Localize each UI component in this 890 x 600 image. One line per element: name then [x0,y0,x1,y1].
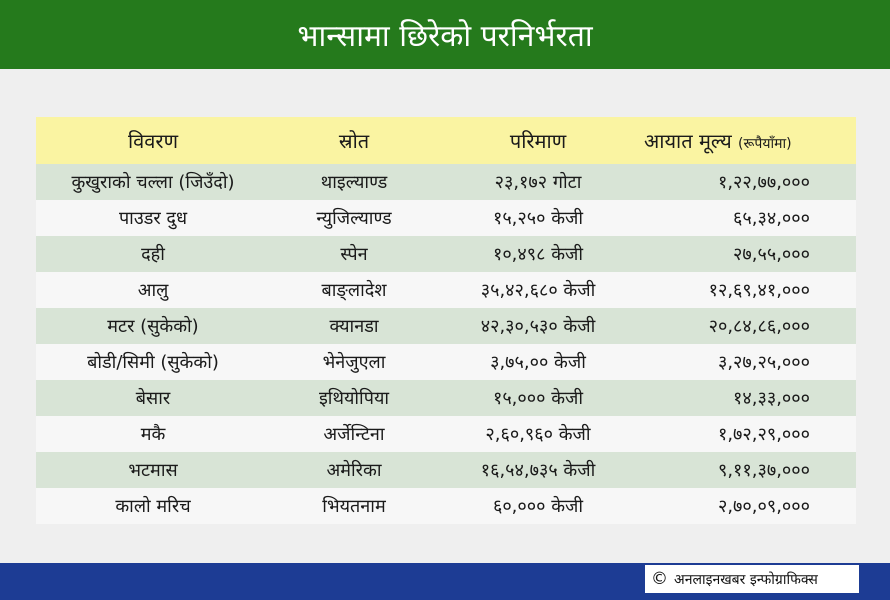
header-value: आयात मूल्य (रूपैयाँमा) [638,127,856,154]
cell-quantity: १५,००० केजी [492,388,584,409]
page-title: भान्सामा छिरेको परनिर्भरता [297,19,593,54]
header-item: विवरण [127,129,179,153]
cell-source: बाङ्लादेश [321,280,387,301]
cell-quantity: २,६०,९६० केजी [485,424,591,445]
cell-source: न्युजिल्याण्ड [316,208,392,229]
cell-source: क्यानडा [329,316,379,337]
cell-source: भेनेजुएला [322,352,386,373]
table-row: दही स्पेन १०,४९८ केजी २७,५५,००० [36,236,856,272]
import-table: विवरण स्रोत परिमाण आयात मूल्य (रूपैयाँमा… [36,117,856,524]
cell-source: अर्जेन्टिना [323,424,385,445]
table-row: बोडी/सिमी (सुकेको) भेनेजुएला ३,७५,०० केज… [36,344,856,380]
cell-value: २७,५५,००० [733,244,810,265]
cell-quantity: १६,५४,७३५ केजी [480,460,596,481]
table-row: आलु बाङ्लादेश ३५,४२,६८० केजी १२,६९,४१,००… [36,272,856,308]
table-row: कालो मरिच भियतनाम ६०,००० केजी २,७०,०९,००… [36,488,856,524]
cell-value: १,२२,७७,००० [717,172,810,193]
cell-item: मटर (सुकेको) [107,316,199,337]
cell-value: २०,८४,८६,००० [708,316,810,337]
cell-quantity: १०,४९८ केजी [492,244,584,265]
cell-item: बेसार [135,388,171,409]
table-row: मकै अर्जेन्टिना २,६०,९६० केजी १,७२,२९,००… [36,416,856,452]
copyright-icon: © [651,569,668,589]
cell-quantity: २३,१७२ गोटा [494,172,582,193]
table-row: कुखुराको चल्ला (जिउँदो) थाइल्याण्ड २३,१७… [36,164,856,200]
cell-item: पाउडर दुध [118,208,188,229]
cell-source: स्पेन [340,244,368,265]
table-row: भटमास अमेरिका १६,५४,७३५ केजी ९,११,३७,००० [36,452,856,488]
cell-value: ३,२७,२५,००० [717,352,810,373]
cell-value: १२,६९,४१,००० [708,280,810,301]
cell-item: कुखुराको चल्ला (जिउँदो) [71,172,235,193]
table-header: विवरण स्रोत परिमाण आयात मूल्य (रूपैयाँमा… [36,117,856,164]
cell-source: अमेरिका [326,460,382,481]
header-value-unit: (रूपैयाँमा) [738,136,792,152]
header-source: स्रोत [338,129,370,153]
cell-item: कालो मरिच [115,496,191,517]
header-value-label: आयात मूल्य [644,129,732,153]
cell-item: भटमास [128,460,178,481]
cell-quantity: ४२,३०,५३० केजी [480,316,596,337]
cell-value: १४,३३,००० [733,388,810,409]
cell-source: थाइल्याण्ड [320,172,388,193]
table-row: बेसार इथियोपिया १५,००० केजी १४,३३,००० [36,380,856,416]
cell-quantity: १५,२५० केजी [492,208,584,229]
cell-item: आलु [137,280,169,301]
cell-value: २,७०,०९,००० [717,496,810,517]
cell-source: इथियोपिया [318,388,390,409]
header-quantity: परिमाण [509,129,567,153]
cell-source: भियतनाम [322,496,386,517]
cell-value: ६५,३४,००० [733,208,810,229]
cell-value: १,७२,२९,००० [717,424,810,445]
table-row: पाउडर दुध न्युजिल्याण्ड १५,२५० केजी ६५,३… [36,200,856,236]
credit-box: © अनलाइनखबर इन्फोग्राफिक्स [645,565,859,593]
cell-item: बोडी/सिमी (सुकेको) [87,352,219,373]
cell-item: मकै [140,424,166,445]
credit-text: अनलाइनखबर इन्फोग्राफिक्स [674,571,818,588]
cell-item: दही [141,244,165,265]
cell-quantity: ६०,००० केजी [492,496,584,517]
title-bar: भान्सामा छिरेको परनिर्भरता [0,0,890,69]
cell-quantity: ३,७५,०० केजी [490,352,586,373]
cell-value: ९,११,३७,००० [717,460,810,481]
table-row: मटर (सुकेको) क्यानडा ४२,३०,५३० केजी २०,८… [36,308,856,344]
cell-quantity: ३५,४२,६८० केजी [480,280,596,301]
